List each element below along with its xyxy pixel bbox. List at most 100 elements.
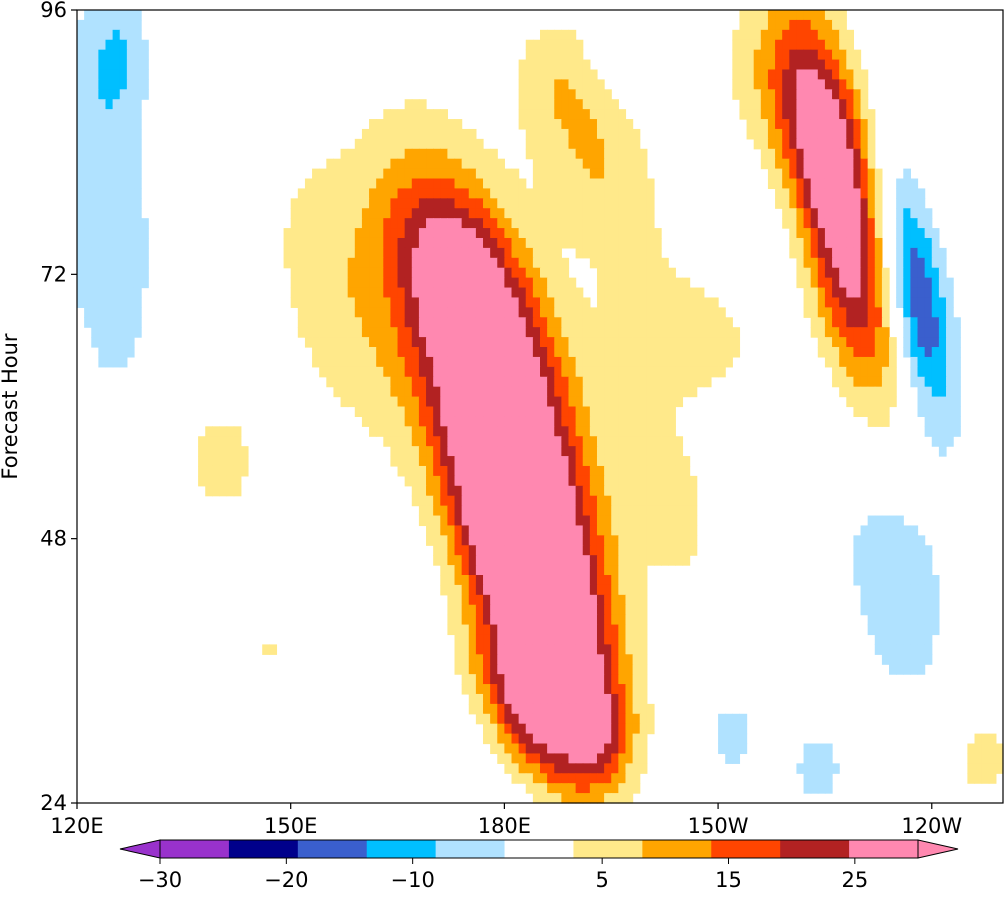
contour-cell [497,158,505,170]
contour-cell [753,138,762,150]
contour-cell [532,347,541,358]
contour-cell [639,456,648,467]
contour-cell [867,218,876,229]
contour-cell [525,684,534,695]
contour-cell [490,604,498,616]
contour-cell [782,128,790,140]
contour-cell [860,148,869,160]
contour-cell [604,237,612,249]
contour-cell [105,178,114,190]
contour-cell [596,317,605,328]
contour-cell [639,634,648,645]
contour-cell [447,366,456,378]
contour-cell [632,674,641,685]
contour-cell [646,218,655,229]
contour-cell [126,287,135,299]
contour-cell [468,416,477,427]
contour-cell [440,347,448,358]
contour-cell [418,356,427,368]
contour-cell [418,317,427,328]
contour-cell [447,495,456,507]
contour-cell [397,456,406,467]
contour-cell [746,79,755,90]
contour-cell [141,89,149,100]
contour-cell [639,237,648,249]
contour-cell [397,138,406,150]
contour-cell [596,257,605,269]
contour-cell [525,426,534,437]
contour-cell [618,386,627,398]
contour-cell [832,356,840,368]
contour-cell [461,297,470,308]
contour-cell [340,327,349,338]
contour-cell [561,89,570,100]
contour-cell [639,674,648,685]
contour-cell [881,337,890,348]
contour-cell [568,783,577,794]
contour-cell [824,208,833,219]
contour-cell [511,485,520,497]
contour-cell [924,624,933,636]
contour-cell [119,69,128,80]
contour-cell [326,356,335,368]
contour-cell [411,208,420,219]
contour-cell [312,247,320,259]
contour-cell [739,89,748,100]
contour-cell [946,386,954,398]
contour-cell [525,39,534,51]
contour-cell [354,158,363,170]
contour-cell [518,337,527,348]
contour-cell [112,257,121,269]
contour-cell [554,208,562,219]
contour-cell [490,386,498,398]
contour-cell [483,158,491,170]
contour-cell [568,406,577,418]
contour-cell [525,307,534,318]
contour-cell [874,535,883,546]
contour-cell [354,228,363,239]
contour-cell [511,753,520,764]
contour-cell [575,327,584,338]
contour-cell [369,307,377,318]
contour-cell [547,545,555,556]
contour-cell [468,188,477,199]
contour-cell [675,327,684,338]
contour-cell [824,257,833,269]
contour-cell [924,555,933,566]
contour-cell [497,485,505,497]
contour-cell [753,99,762,110]
contour-cell [411,386,420,398]
contour-cell [540,505,548,517]
contour-cell [618,317,627,328]
contour-cell [504,406,513,418]
contour-cell [632,515,641,527]
contour-cell [468,277,477,289]
contour-cell [511,366,520,378]
contour-cell [483,624,491,636]
contour-cell [589,337,598,348]
contour-cell [532,713,541,725]
contour-cell [903,337,911,348]
contour-cell [340,386,349,398]
contour-cell [874,277,883,289]
contour-cell [903,644,911,655]
contour-cell [525,515,534,527]
contour-cell [604,178,612,190]
contour-cell [575,456,584,467]
contour-cell [832,237,840,249]
contour-cell [874,565,883,576]
contour-cell [874,198,883,209]
contour-cell [504,456,513,467]
contour-cell [454,446,463,457]
colorbar-segment [297,840,368,858]
contour-cell [853,168,862,180]
contour-cell [133,79,142,90]
contour-cell [596,614,605,626]
contour-cell [846,237,855,249]
contour-cell [860,237,869,249]
contour-cell [518,436,527,447]
contour-cell [561,485,570,497]
contour-cell [782,208,790,219]
contour-cell [497,674,505,685]
contour-cell [604,545,612,556]
